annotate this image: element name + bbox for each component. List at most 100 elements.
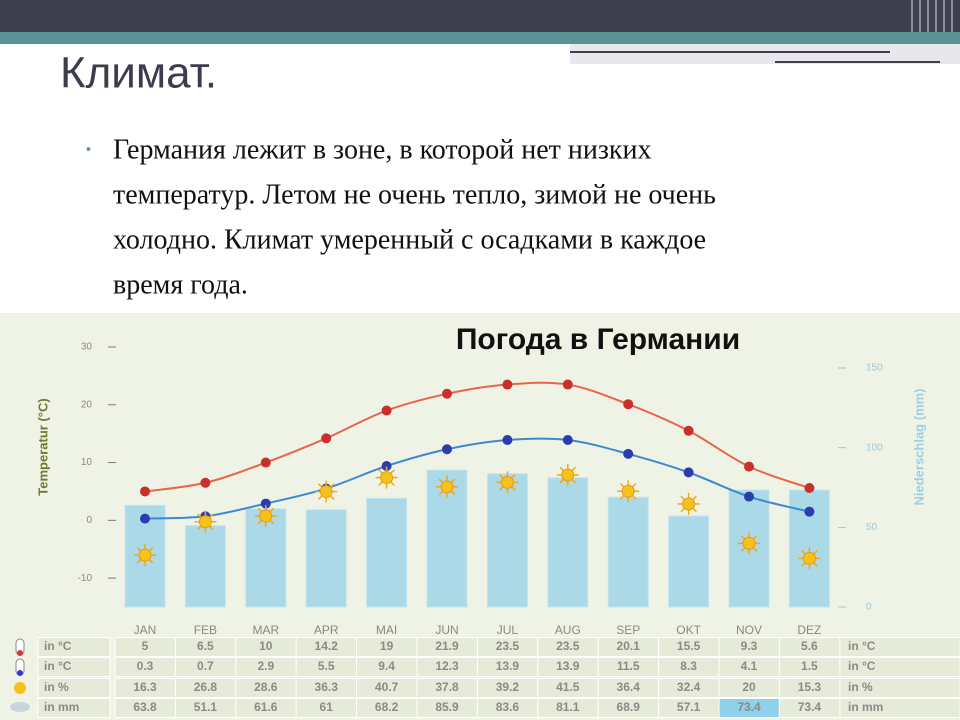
- sun-ray: [438, 478, 444, 484]
- sun-ray: [740, 547, 746, 552]
- bullet-line: холодно. Климат умеренный с осадками в к…: [113, 224, 706, 255]
- sun-disc: [621, 484, 635, 498]
- table-value: 19: [380, 639, 394, 653]
- table-label-cell: [839, 637, 960, 657]
- table-value: 68.9: [617, 700, 641, 714]
- point: [140, 486, 150, 497]
- table-value: 9.3: [741, 639, 758, 653]
- sun-ray: [269, 507, 275, 513]
- table-value: 73.4: [798, 700, 822, 714]
- point: [804, 506, 815, 517]
- sun-ray: [680, 507, 685, 513]
- bar: [305, 509, 347, 608]
- point: [744, 461, 754, 472]
- chart-title: Погода в Германии: [456, 323, 740, 356]
- table-value: 40.7: [375, 680, 399, 694]
- sun-icon: [738, 532, 760, 555]
- sun-ray: [136, 546, 142, 552]
- table-value: 6.5: [197, 639, 214, 653]
- sun-disc: [440, 480, 454, 494]
- point: [260, 457, 271, 468]
- y2-tick-label: 100: [866, 442, 883, 453]
- bar: [547, 477, 589, 608]
- sun-ray: [752, 535, 758, 540]
- x-tick-label: NOV: [736, 623, 762, 637]
- sun-disc: [742, 536, 756, 550]
- table-value: 15.5: [677, 639, 701, 653]
- sun-ray: [209, 513, 214, 519]
- table-value: 23.5: [496, 639, 520, 653]
- table-value: 28.6: [254, 680, 278, 694]
- sun-ray: [450, 478, 456, 484]
- table-value: 15.3: [798, 680, 822, 694]
- sun-ray: [148, 546, 154, 552]
- sun-ray: [511, 486, 516, 491]
- sun-icon: [617, 480, 640, 503]
- sun-ray: [390, 481, 395, 486]
- point: [381, 405, 392, 416]
- point: [683, 425, 694, 436]
- table-value: 41.5: [556, 680, 580, 694]
- sun-ray: [631, 494, 637, 500]
- sun-disc: [319, 485, 333, 499]
- x-tick-label: AUG: [555, 623, 581, 637]
- sun-icon: [556, 464, 579, 487]
- table-value: 13.9: [496, 659, 520, 673]
- sun-icon: [315, 480, 338, 503]
- bar: [668, 515, 710, 608]
- x-tick-label: JUL: [497, 623, 519, 637]
- sun-icon: [496, 471, 519, 494]
- sun-ray: [813, 550, 818, 555]
- sun-ray: [197, 525, 202, 531]
- point: [140, 513, 150, 524]
- bullet-mark: •: [86, 141, 91, 157]
- sun-ray: [499, 486, 504, 491]
- sun-ray: [740, 535, 746, 540]
- bar: [607, 496, 649, 608]
- point: [804, 482, 815, 493]
- y-tick-label: 10: [81, 457, 93, 468]
- bullet-line: время года.: [113, 269, 248, 300]
- table-value: 14.2: [315, 639, 339, 653]
- sun-ray: [559, 478, 565, 484]
- table-icons: [10, 638, 30, 712]
- point: [683, 467, 694, 478]
- table-value: 5: [142, 639, 149, 653]
- sun-ray: [136, 558, 142, 564]
- y-axis-title: Temperatur (°C): [35, 398, 50, 495]
- table-label-cell: [839, 678, 960, 698]
- table-value: 10: [259, 639, 273, 653]
- sun-disc: [802, 551, 816, 565]
- sun-disc: [138, 548, 152, 562]
- table-value: 51.1: [194, 700, 218, 714]
- table-value: 57.1: [677, 700, 701, 714]
- sun-ray: [148, 558, 154, 564]
- point: [200, 477, 211, 488]
- sun-ray: [692, 507, 697, 513]
- table-value: 26.8: [194, 680, 218, 694]
- sun-ray: [571, 478, 577, 484]
- sun-ray: [813, 562, 818, 567]
- sun-disc: [380, 471, 394, 485]
- x-tick-label: MAR: [252, 623, 279, 637]
- sun-disc: [500, 475, 514, 489]
- sun-disc: [682, 497, 696, 511]
- y-tick-label: 20: [81, 399, 93, 410]
- table-value: 5.5: [318, 659, 335, 673]
- table-value: 11.5: [617, 659, 640, 673]
- table-value: 61.6: [254, 700, 278, 714]
- table-value: 63.8: [133, 700, 157, 714]
- x-tick-label: OKT: [676, 623, 701, 637]
- point: [623, 448, 634, 459]
- sun-ray: [619, 494, 625, 500]
- sun-disc: [259, 509, 273, 523]
- bar: [426, 469, 468, 608]
- table-value: 85.9: [435, 700, 459, 714]
- sun-icon: [194, 510, 217, 533]
- x-tick-label: SEP: [616, 623, 640, 637]
- table-value: 36.4: [617, 680, 641, 694]
- bullet-line: температур. Летом не очень тепло, зимой …: [113, 179, 716, 210]
- table-value: 36.3: [315, 680, 339, 694]
- sun-ray: [329, 495, 335, 500]
- sun-ray: [680, 495, 685, 501]
